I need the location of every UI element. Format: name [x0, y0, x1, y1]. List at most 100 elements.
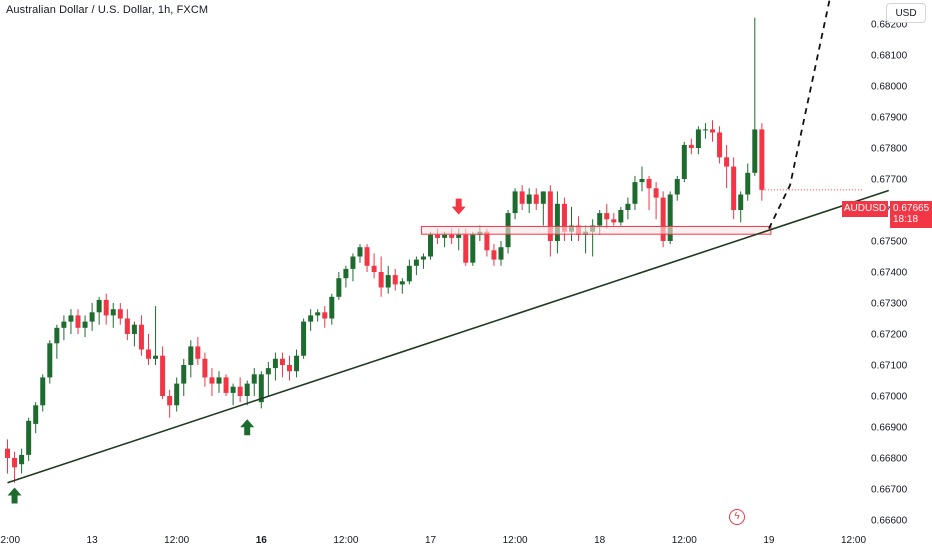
candle-body	[315, 312, 321, 316]
candle-body	[738, 194, 744, 210]
candle-body	[702, 129, 708, 131]
price-tick-label: 0.67400	[871, 268, 908, 279]
candle-body	[258, 374, 264, 403]
candle-body	[639, 179, 645, 183]
candle-body	[717, 132, 723, 158]
candle-body	[244, 383, 250, 396]
candle-body	[674, 179, 680, 195]
candle-body	[146, 349, 151, 359]
price-tick-label: 0.67800	[871, 144, 908, 155]
candle-body	[209, 377, 215, 384]
time-tick-label: 19	[763, 535, 775, 546]
candle-body	[33, 405, 39, 424]
candle-body	[308, 315, 314, 322]
candle-body	[350, 256, 356, 269]
time-tick-label: 12:00	[333, 535, 358, 546]
candle-body	[160, 355, 166, 396]
time-tick-label: 12:00	[503, 535, 528, 546]
candle-body	[759, 129, 765, 190]
candle-body	[498, 247, 504, 260]
candle-body	[470, 234, 476, 263]
time-tick-label: 12:00	[672, 535, 697, 546]
candle-body	[68, 315, 74, 322]
candle-body	[533, 194, 539, 204]
candle-body	[710, 129, 715, 133]
drawings	[7, 0, 890, 504]
price-tick-label: 0.67100	[871, 361, 908, 372]
up-arrow-icon	[240, 419, 255, 436]
candle-body	[413, 259, 419, 266]
price-tick-label: 0.66600	[871, 516, 908, 527]
candle-body	[287, 365, 292, 372]
candle-body	[54, 327, 60, 344]
candle-body	[26, 420, 32, 455]
candle-body	[484, 231, 490, 251]
candle-body	[75, 315, 81, 328]
candle-body	[681, 144, 687, 179]
candle-body	[301, 321, 307, 356]
candle-body	[216, 377, 222, 384]
candle-body	[61, 321, 67, 328]
candle-countdown: 18:18	[893, 214, 919, 225]
time-tick-label: 18	[594, 535, 606, 546]
candle-body	[96, 299, 102, 313]
candle-body	[745, 172, 751, 195]
candle-body	[653, 188, 659, 198]
candle-body	[110, 309, 116, 316]
lightning-icon[interactable]: ϟ	[729, 509, 745, 525]
candle-body	[526, 194, 532, 204]
candle-body	[449, 234, 455, 238]
candle-body	[660, 197, 666, 241]
candle-body	[117, 309, 123, 319]
candle-body	[519, 191, 525, 204]
candle-body	[167, 396, 173, 406]
candle-body	[752, 129, 758, 173]
candle-body	[385, 275, 391, 288]
price-tick-label: 0.67500	[871, 237, 908, 248]
candle-body	[442, 234, 448, 238]
price-tick-label: 0.66700	[871, 485, 908, 496]
candle-body	[554, 203, 560, 241]
candle-body	[731, 166, 737, 210]
candle-body	[19, 454, 25, 465]
candle-body	[343, 268, 349, 279]
price-tick-label: 0.66900	[871, 423, 908, 434]
candle-body	[124, 318, 130, 334]
price-tick-label: 0.66800	[871, 454, 908, 465]
candle-body	[322, 312, 328, 319]
candle-body	[611, 219, 617, 223]
price-tick-label: 0.68000	[871, 82, 908, 93]
candle-body	[357, 247, 363, 257]
current-price-label: 0.67665 18:18	[890, 201, 932, 228]
trendline	[7, 189, 890, 484]
candle-body	[540, 191, 546, 204]
candle-body	[491, 250, 497, 260]
candle-body	[153, 355, 159, 359]
time-tick-label: 12:00	[164, 535, 189, 546]
time-tick-label: 12:00	[841, 535, 866, 546]
price-tick-label: 0.68100	[871, 51, 908, 62]
projection-path	[768, 0, 831, 229]
candle-body	[251, 374, 257, 384]
candle-body	[5, 448, 10, 458]
candle-body	[40, 377, 46, 406]
candle-body	[364, 247, 370, 266]
price-tick-label: 0.67000	[871, 392, 908, 403]
time-tick-label: 17	[425, 535, 437, 546]
candle-body	[279, 358, 285, 365]
time-axis[interactable]: 12:00 13 12:00 16 12:00 17 12:00 18 12:00 19 12:00	[0, 535, 866, 546]
currency-button[interactable]: USD	[886, 3, 926, 23]
candle-body	[724, 157, 730, 167]
candle-body	[646, 179, 652, 189]
price-axis[interactable]: 0.68200 0.68100 0.68000 0.67900 0.67800 0.677…	[871, 20, 908, 527]
support-zone	[420, 225, 772, 235]
candle-body	[688, 144, 694, 148]
candle-body	[435, 234, 441, 238]
candle-body	[561, 203, 567, 232]
candle-body	[188, 346, 194, 365]
up-arrow-icon	[7, 487, 22, 504]
candle-body	[12, 458, 18, 468]
candle-body	[237, 386, 243, 396]
candle-body	[378, 272, 384, 288]
